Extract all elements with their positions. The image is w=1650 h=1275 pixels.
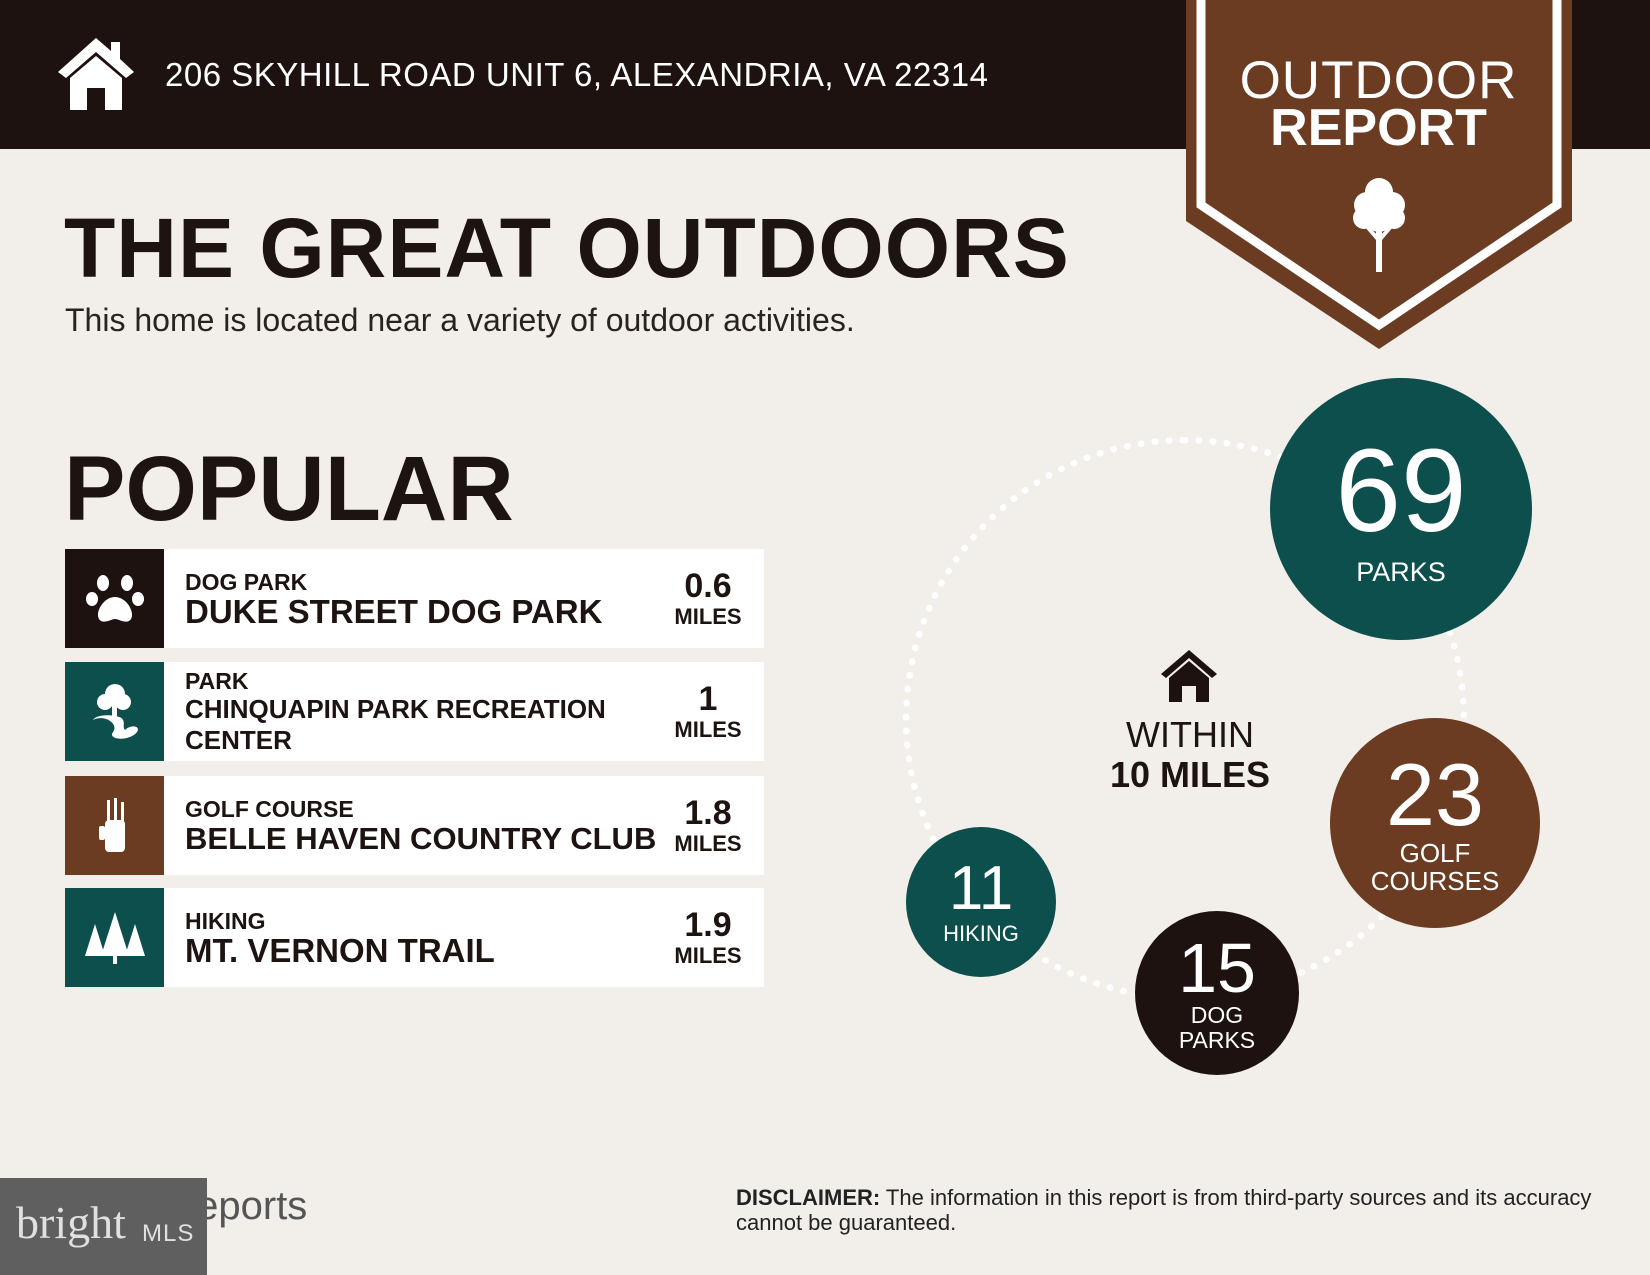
bright-mls-logo: bright MLS: [0, 1178, 207, 1275]
popular-heading: POPULAR: [64, 438, 514, 540]
disclaimer: DISCLAIMER: The information in this repo…: [736, 1185, 1616, 1235]
item-name: BELLE HAVEN COUNTRY CLUB: [185, 820, 657, 856]
parks-count: 69 PARKS: [1270, 378, 1532, 640]
item-name: MT. VERNON TRAIL: [185, 931, 495, 969]
disclaimer-text: The information in this report is from t…: [736, 1185, 1592, 1235]
outdoor-report-badge: [1186, 0, 1572, 349]
pine-trees-icon: [65, 888, 164, 987]
tree-icon: [1353, 178, 1405, 272]
count-label: PARKS: [1356, 556, 1446, 587]
disclaimer-label: DISCLAIMER:: [736, 1185, 881, 1210]
count-value: 11: [948, 854, 1014, 923]
radius-line2: 10 MILES: [1109, 754, 1271, 795]
hiking-count: 11 HIKING: [906, 827, 1056, 977]
item-category: HIKING: [185, 907, 266, 934]
count-label: DOG PARKS: [1178, 1002, 1256, 1053]
count-value: 69: [1335, 424, 1467, 557]
item-distance: 0.6: [684, 566, 732, 605]
item-name: CHINQUAPIN PARK RECREATION CENTER: [185, 693, 606, 755]
dog-parks-count: 15 DOG PARKS: [1135, 911, 1299, 1075]
paw-icon: [65, 549, 164, 648]
count-label: GOLF COURSES: [1370, 838, 1500, 896]
list-item: DOG PARK DUKE STREET DOG PARK 0.6 MILES: [65, 549, 764, 648]
item-distance: 1: [698, 679, 718, 718]
count-value: 15: [1178, 929, 1256, 1007]
golf-bag-icon: [65, 776, 164, 875]
list-item: HIKING MT. VERNON TRAIL 1.9 MILES: [65, 888, 764, 987]
item-unit: MILES: [674, 603, 742, 629]
home-icon: [1161, 650, 1217, 702]
list-item: GOLF COURSE BELLE HAVEN COUNTRY CLUB 1.8 M…: [65, 776, 764, 875]
item-name: DUKE STREET DOG PARK: [185, 592, 603, 630]
park-icon: [65, 662, 164, 761]
radius-line1: WITHIN: [1126, 714, 1254, 755]
item-unit: MILES: [674, 942, 742, 968]
item-distance: 1.9: [684, 905, 732, 944]
golf-courses-count: 23 GOLF COURSES: [1330, 718, 1540, 928]
item-category: GOLF COURSE: [185, 795, 354, 822]
count-label: HIKING: [943, 921, 1019, 946]
radius-label: WITHIN 10 MILES: [1090, 715, 1290, 795]
property-address: 206 SKYHILL ROAD UNIT 6, ALEXANDRIA, VA …: [165, 56, 989, 93]
page-subtitle: This home is located near a variety of o…: [65, 302, 855, 338]
item-distance: 1.8: [684, 793, 732, 832]
badge-line1: OUTDOOR: [1239, 51, 1518, 110]
page-title: THE GREAT OUTDOORS: [64, 201, 1070, 295]
count-value: 23: [1386, 745, 1484, 844]
badge-line2: REPORT: [1270, 99, 1487, 157]
house-icon: [58, 38, 134, 110]
item-unit: MILES: [674, 830, 742, 856]
item-category: DOG PARK: [185, 568, 308, 595]
item-category: PARK: [185, 667, 249, 694]
item-unit: MILES: [674, 716, 742, 742]
